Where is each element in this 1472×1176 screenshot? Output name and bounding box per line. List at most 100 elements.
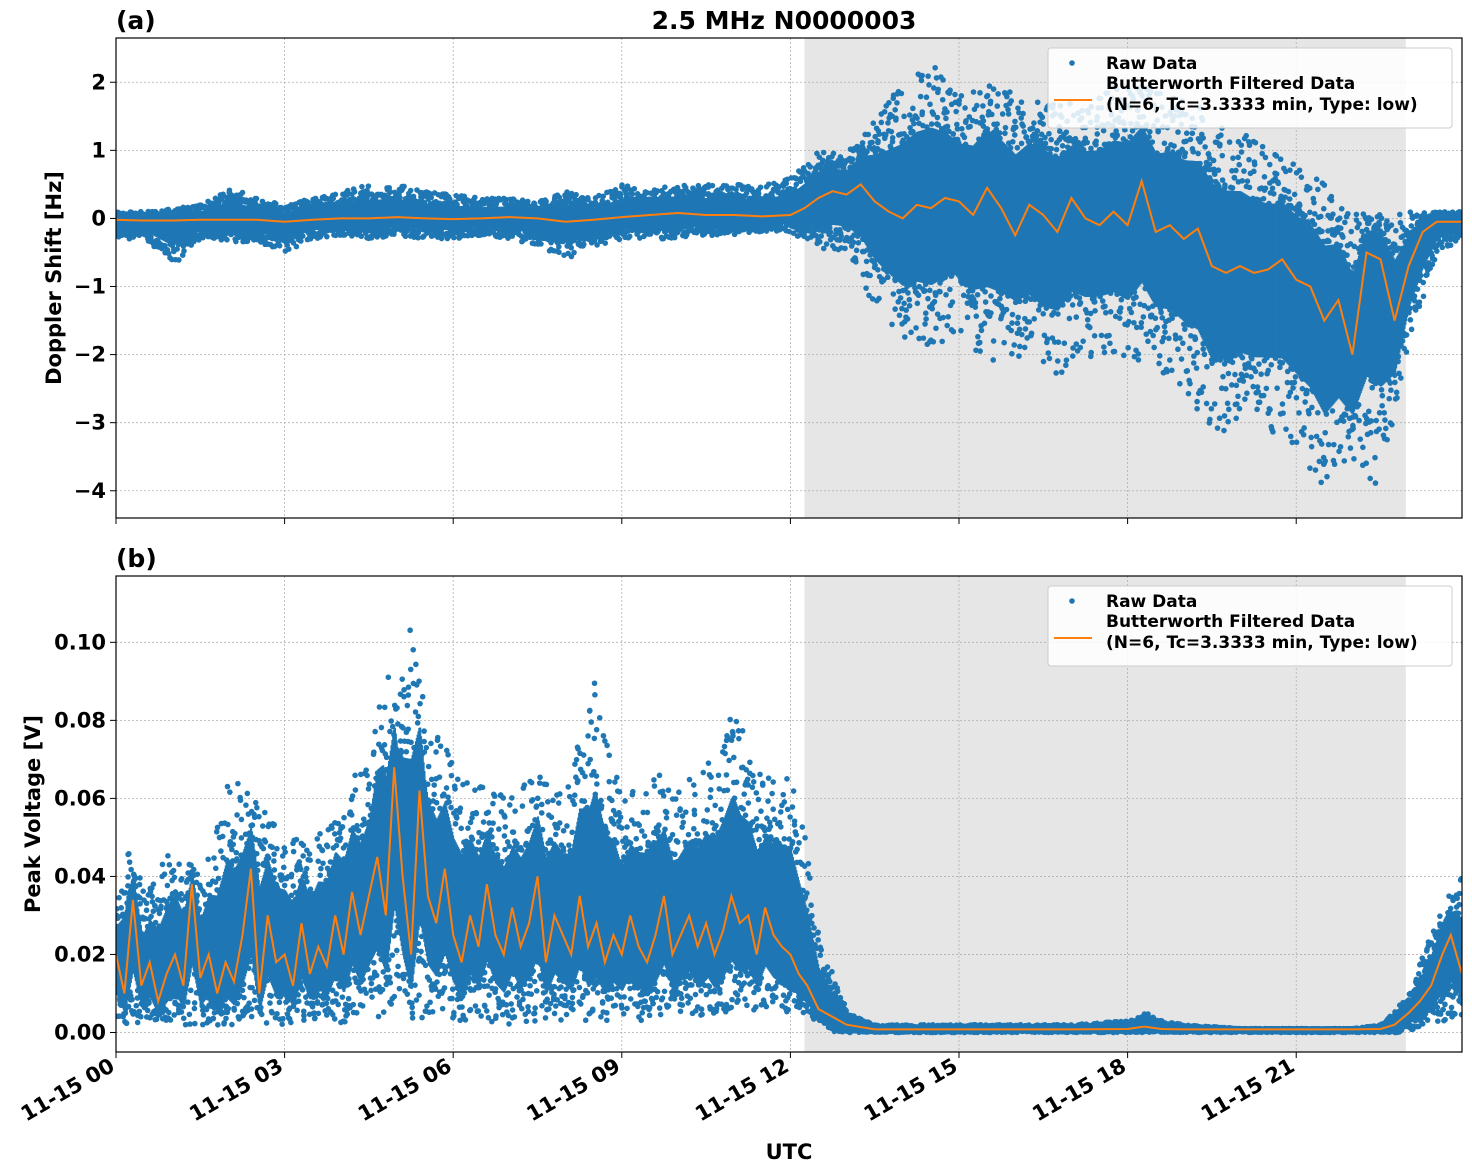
raw-data-point <box>1055 358 1061 364</box>
raw-data-point <box>1094 131 1100 137</box>
raw-data-point <box>1313 467 1319 473</box>
raw-data-point <box>901 301 907 307</box>
raw-data-point <box>1418 273 1424 279</box>
raw-data-point <box>1230 185 1236 191</box>
raw-data-point <box>403 233 409 239</box>
raw-data-point <box>1175 346 1181 352</box>
raw-data-point <box>870 120 876 126</box>
raw-data-point <box>1322 182 1328 188</box>
raw-data-point <box>1245 178 1251 184</box>
raw-data-point <box>1060 302 1066 308</box>
raw-data-point <box>1220 374 1226 380</box>
raw-data-point <box>994 121 1000 127</box>
raw-data-point <box>1330 408 1336 414</box>
raw-data-point <box>1092 299 1098 305</box>
raw-data-point <box>1171 143 1177 149</box>
raw-data-point <box>1306 411 1312 417</box>
raw-data-point <box>935 87 941 93</box>
raw-data-point <box>977 348 983 354</box>
raw-data-point <box>568 245 574 251</box>
raw-data-point <box>1417 299 1423 305</box>
raw-data-point <box>1354 212 1360 218</box>
raw-data-point <box>940 315 946 321</box>
raw-data-point <box>1339 206 1345 212</box>
raw-data-point <box>1060 143 1066 149</box>
raw-data-point <box>672 235 678 241</box>
raw-data-point <box>1221 428 1227 434</box>
raw-data-point <box>892 107 898 113</box>
raw-data-point <box>1236 162 1242 168</box>
raw-data-point <box>959 126 965 132</box>
raw-data-point <box>1114 132 1120 138</box>
y-tick-label: 1 <box>91 138 106 162</box>
raw-data-point <box>1389 422 1395 428</box>
raw-data-point <box>138 1014 144 1020</box>
raw-data-point <box>1184 130 1190 136</box>
raw-data-point <box>983 299 989 305</box>
raw-data-point <box>919 112 925 118</box>
raw-data-point <box>133 1003 139 1009</box>
raw-data-point <box>451 235 457 241</box>
raw-data-point <box>1360 445 1366 451</box>
raw-data-point <box>997 296 1003 302</box>
raw-data-point <box>1321 206 1327 212</box>
raw-data-point <box>1348 229 1354 235</box>
raw-data-point <box>1262 174 1268 180</box>
raw-data-point <box>916 292 922 298</box>
raw-data-point <box>860 140 866 146</box>
raw-data-point <box>1216 167 1222 173</box>
raw-data-point <box>1307 465 1313 471</box>
raw-data-point <box>940 77 946 83</box>
raw-data-point <box>967 124 973 130</box>
raw-data-point <box>995 91 1001 97</box>
raw-data-point <box>899 91 905 97</box>
raw-data-point <box>1093 138 1099 144</box>
raw-data-point <box>1458 212 1464 218</box>
raw-data-point <box>1376 426 1382 432</box>
raw-data-point <box>1395 359 1401 365</box>
raw-data-point <box>831 151 837 157</box>
raw-data-point <box>1102 303 1108 309</box>
raw-data-point <box>988 310 994 316</box>
raw-data-point <box>1200 384 1206 390</box>
raw-data-point <box>617 237 623 243</box>
raw-data-point <box>1241 168 1247 174</box>
raw-data-point <box>919 73 925 79</box>
raw-data-point <box>1270 185 1276 191</box>
raw-data-point <box>543 199 549 205</box>
raw-data-point <box>1158 310 1164 316</box>
raw-data-point <box>1146 134 1152 140</box>
raw-data-point <box>1312 222 1318 228</box>
raw-data-point <box>1147 129 1153 135</box>
raw-data-point <box>890 139 896 145</box>
raw-data-point <box>817 239 823 245</box>
raw-data-point <box>126 851 132 857</box>
raw-data-point <box>981 118 987 124</box>
raw-data-point <box>1161 335 1167 341</box>
raw-data-point <box>897 312 903 318</box>
raw-data-point <box>991 338 997 344</box>
raw-data-point <box>1421 294 1427 300</box>
raw-data-point <box>1092 333 1098 339</box>
raw-data-point <box>1246 157 1252 163</box>
raw-data-point <box>472 195 478 201</box>
raw-data-point <box>1136 351 1142 357</box>
raw-data-point <box>125 874 131 880</box>
raw-data-point <box>1150 333 1156 339</box>
raw-data-point <box>907 297 913 303</box>
raw-data-point <box>982 289 988 295</box>
raw-data-point <box>1278 156 1284 162</box>
raw-data-point <box>556 244 562 250</box>
raw-data-point <box>1309 444 1315 450</box>
raw-data-point <box>975 334 981 340</box>
raw-data-point <box>1188 137 1194 143</box>
raw-data-point <box>1010 139 1016 145</box>
raw-data-point <box>1322 430 1328 436</box>
raw-data-point <box>1275 181 1281 187</box>
raw-data-point <box>1021 129 1027 135</box>
raw-data-point <box>1151 345 1157 351</box>
raw-data-point <box>1338 444 1344 450</box>
raw-data-point <box>145 1008 151 1014</box>
